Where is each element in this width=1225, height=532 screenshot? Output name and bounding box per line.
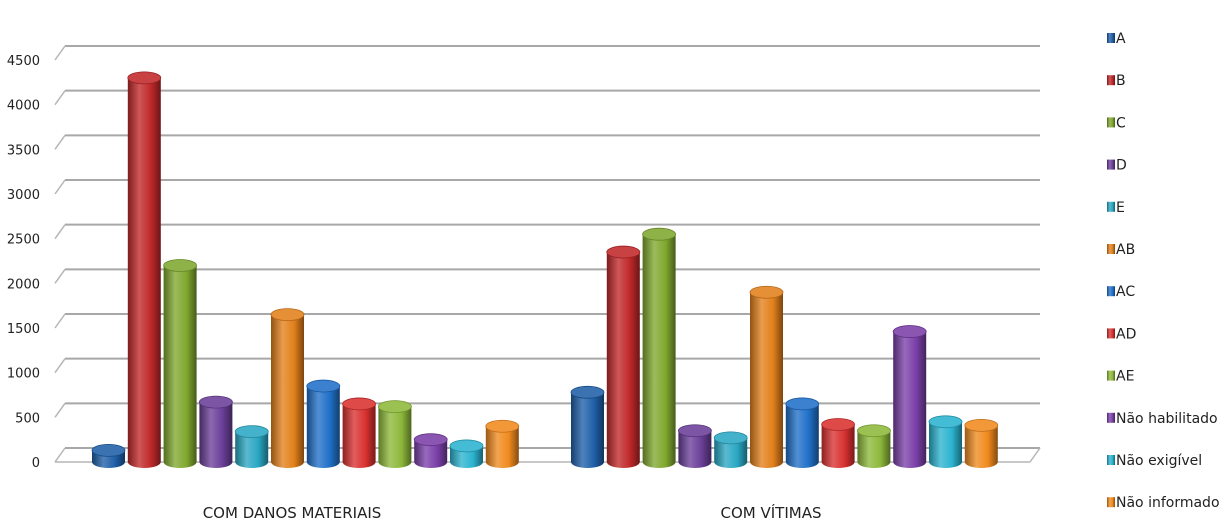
legend-label: D xyxy=(1116,158,1127,174)
gridline xyxy=(54,223,1040,240)
legend-item: AC xyxy=(1107,284,1135,300)
y-tick-label: 500 xyxy=(15,411,40,426)
legend-swatch xyxy=(1107,286,1115,297)
legend-label: AC xyxy=(1116,284,1135,300)
legend-label: A xyxy=(1116,31,1126,47)
y-tick-label: 4500 xyxy=(7,54,40,69)
bar xyxy=(413,433,448,468)
legend-label: C xyxy=(1116,115,1126,131)
bar xyxy=(127,71,162,468)
legend-swatch xyxy=(1107,455,1115,465)
legend-item: D xyxy=(1107,158,1127,174)
bar xyxy=(713,431,748,468)
bar xyxy=(306,379,341,468)
legend-label: Não habilitado xyxy=(1116,411,1218,427)
bar xyxy=(892,325,927,468)
legend-swatch xyxy=(1107,244,1115,254)
bar xyxy=(928,415,963,468)
legend-label: AB xyxy=(1116,242,1135,258)
y-tick-label: 2000 xyxy=(7,277,40,292)
bar xyxy=(485,419,520,468)
legend-item: C xyxy=(1107,115,1126,131)
y-tick-label: 3500 xyxy=(7,143,40,158)
y-axis-ticks: 0 500 1000 1500 2000 2500 3000 3500 4000 4500 xyxy=(7,54,40,471)
legend-swatch xyxy=(1107,33,1115,43)
bar xyxy=(449,439,484,468)
legend-item: AB xyxy=(1107,242,1135,258)
legend-label: Não informado xyxy=(1116,495,1220,511)
legend-item: A xyxy=(1107,31,1126,47)
legend-item: Não informado xyxy=(1107,495,1220,511)
gridline xyxy=(54,45,1040,61)
gridline xyxy=(54,268,1040,284)
floor-edge xyxy=(1029,447,1041,463)
bar xyxy=(570,385,605,468)
legend-swatch xyxy=(1107,75,1115,86)
gridline xyxy=(54,179,1040,195)
legend-item: Não exigível xyxy=(1107,453,1202,469)
bar xyxy=(606,245,641,468)
legend-label: E xyxy=(1116,200,1125,216)
legend-label: AE xyxy=(1116,369,1134,385)
x-category-label: COM DANOS MATERIAIS xyxy=(203,504,382,522)
legend-swatch xyxy=(1107,159,1115,170)
bar xyxy=(964,418,999,468)
bar xyxy=(749,285,784,468)
legend-swatch xyxy=(1107,497,1115,508)
bar xyxy=(198,395,233,468)
bar xyxy=(163,259,198,468)
legend-item: E xyxy=(1107,200,1125,216)
y-tick-label: 1500 xyxy=(7,322,40,337)
bar xyxy=(857,424,891,468)
y-tick-label: 2500 xyxy=(7,233,40,248)
y-tick-label: 0 xyxy=(32,456,40,471)
bar xyxy=(785,397,820,468)
x-category-label: COM VÍTIMAS xyxy=(721,503,822,522)
x-axis-labels: COM DANOS MATERIAIS COM VÍTIMAS xyxy=(203,503,822,522)
y-tick-label: 4000 xyxy=(7,99,40,114)
gridline xyxy=(54,313,1040,329)
bar xyxy=(91,443,126,468)
legend-swatch xyxy=(1107,412,1115,423)
bar xyxy=(678,424,712,468)
legend-label: B xyxy=(1116,73,1126,89)
legend-swatch xyxy=(1107,201,1115,212)
gridline xyxy=(54,357,1040,374)
legend-item: B xyxy=(1107,73,1126,89)
gridline xyxy=(54,134,1040,150)
bar xyxy=(270,308,305,468)
legend-swatch xyxy=(1107,328,1115,339)
gridline xyxy=(54,89,1040,106)
legend-swatch xyxy=(1107,370,1115,381)
y-tick-label: 1000 xyxy=(7,367,40,382)
bar xyxy=(342,397,377,468)
bar xyxy=(642,227,676,468)
legend-label: Não exigível xyxy=(1116,453,1202,469)
legend-label: AD xyxy=(1116,326,1136,342)
bar xyxy=(821,418,855,468)
bar xyxy=(377,400,412,468)
legend-swatch xyxy=(1107,117,1115,128)
y-tick-label: 3000 xyxy=(7,188,40,203)
legend-item: Não habilitado xyxy=(1107,411,1218,427)
legend-item: AE xyxy=(1107,369,1134,385)
bars xyxy=(91,71,999,468)
bar xyxy=(234,425,269,468)
legend-item: AD xyxy=(1107,326,1136,342)
